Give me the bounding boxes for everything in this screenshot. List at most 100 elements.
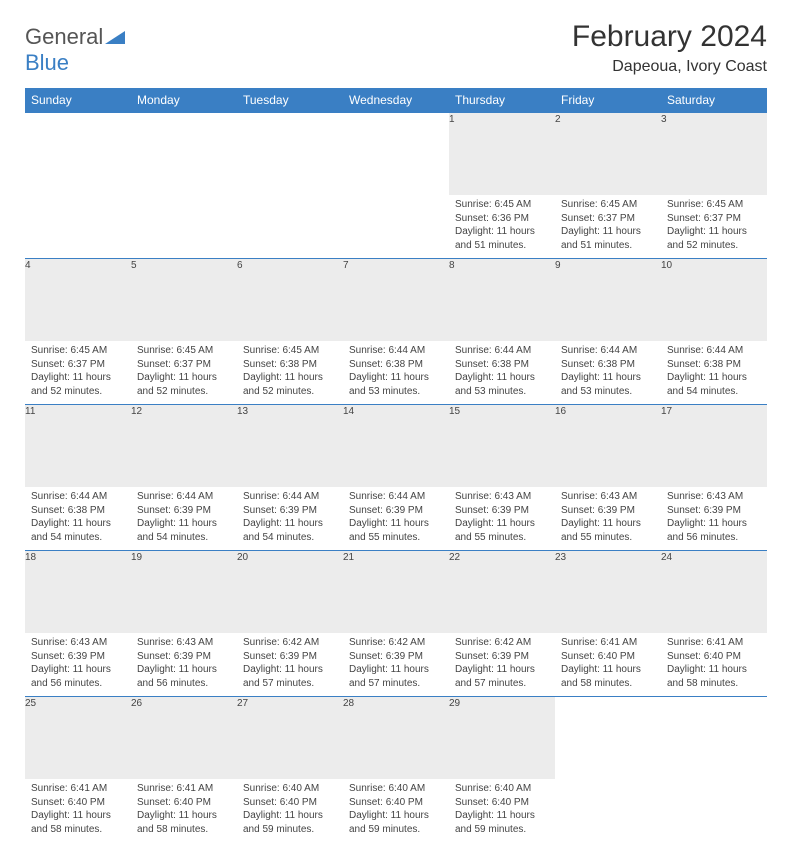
sunrise-text: Sunrise: 6:43 AM [455, 491, 531, 502]
daynum-row: 45678910 [25, 259, 767, 342]
day-detail-cell: Sunrise: 6:44 AMSunset: 6:38 PMDaylight:… [343, 341, 449, 405]
daylight-text: Daylight: 11 hours and 58 minutes. [667, 664, 747, 689]
daylight-text: Daylight: 11 hours and 51 minutes. [455, 226, 535, 251]
sunset-text: Sunset: 6:37 PM [137, 359, 211, 370]
day-number-cell: 29 [449, 697, 555, 780]
sunset-text: Sunset: 6:37 PM [667, 213, 741, 224]
day-number-cell: 18 [25, 551, 131, 634]
sunset-text: Sunset: 6:40 PM [349, 797, 423, 808]
day-detail-cell: Sunrise: 6:42 AMSunset: 6:39 PMDaylight:… [343, 633, 449, 697]
daylight-text: Daylight: 11 hours and 52 minutes. [31, 372, 111, 397]
sunset-text: Sunset: 6:39 PM [667, 505, 741, 516]
sunset-text: Sunset: 6:39 PM [243, 651, 317, 662]
daylight-text: Daylight: 11 hours and 56 minutes. [667, 518, 747, 543]
logo: GeneralBlue [25, 24, 125, 76]
day-number-cell: 2 [555, 113, 661, 196]
day-detail-cell: Sunrise: 6:44 AMSunset: 6:38 PMDaylight:… [25, 487, 131, 551]
sunset-text: Sunset: 6:39 PM [137, 651, 211, 662]
weekday-header: Saturday [661, 88, 767, 113]
day-detail-cell: Sunrise: 6:41 AMSunset: 6:40 PMDaylight:… [25, 779, 131, 842]
daynum-row: 18192021222324 [25, 551, 767, 634]
weekday-header: Friday [555, 88, 661, 113]
day-detail-cell: Sunrise: 6:41 AMSunset: 6:40 PMDaylight:… [131, 779, 237, 842]
day-number-cell: 7 [343, 259, 449, 342]
sunset-text: Sunset: 6:39 PM [455, 505, 529, 516]
day-detail-cell: Sunrise: 6:44 AMSunset: 6:39 PMDaylight:… [343, 487, 449, 551]
day-detail-cell [25, 195, 131, 259]
day-number-cell: 28 [343, 697, 449, 780]
sunrise-text: Sunrise: 6:45 AM [137, 345, 213, 356]
weekday-header: Thursday [449, 88, 555, 113]
sunset-text: Sunset: 6:40 PM [137, 797, 211, 808]
day-detail-cell: Sunrise: 6:41 AMSunset: 6:40 PMDaylight:… [555, 633, 661, 697]
day-number-cell: 9 [555, 259, 661, 342]
day-number-cell: 22 [449, 551, 555, 634]
daylight-text: Daylight: 11 hours and 59 minutes. [455, 810, 535, 835]
location-text: Dapeoua, Ivory Coast [572, 58, 767, 76]
day-number-cell: 21 [343, 551, 449, 634]
daynum-row: 2526272829 [25, 697, 767, 780]
daylight-text: Daylight: 11 hours and 53 minutes. [455, 372, 535, 397]
sunrise-text: Sunrise: 6:44 AM [349, 491, 425, 502]
day-detail-cell: Sunrise: 6:43 AM Sunset: 6:39 PM Daylight:… [449, 487, 555, 551]
sunset-text: Sunset: 6:38 PM [561, 359, 635, 370]
daylight-text: Daylight: 11 hours and 55 minutes. [561, 518, 641, 543]
daylight-text: Daylight: 11 hours and 54 minutes. [667, 372, 747, 397]
day-number-cell: 13 [237, 405, 343, 488]
day-number-cell: 6 [237, 259, 343, 342]
sunset-text: Sunset: 6:37 PM [561, 213, 635, 224]
header: GeneralBlue February 2024 Dapeoua, Ivory… [25, 20, 767, 76]
day-number-cell: 8 [449, 259, 555, 342]
day-number-cell [343, 113, 449, 196]
logo-text: GeneralBlue [25, 24, 125, 76]
day-number-cell: 3 [661, 113, 767, 196]
day-number-cell: 14 [343, 405, 449, 488]
day-detail-cell: Sunrise: 6:45 AMSunset: 6:36 PMDaylight:… [449, 195, 555, 259]
sunset-text: Sunset: 6:38 PM [243, 359, 317, 370]
day-detail-cell [131, 195, 237, 259]
sunrise-text: Sunrise: 6:44 AM [455, 345, 531, 356]
sunrise-text: Sunrise: 6:45 AM [455, 199, 531, 210]
daylight-text: Daylight: 11 hours and 59 minutes. [243, 810, 323, 835]
sunrise-text: Sunrise: 6:40 AM [349, 783, 425, 794]
sunset-text: Sunset: 6:39 PM [31, 651, 105, 662]
daylight-text: Daylight: 11 hours and 51 minutes. [561, 226, 641, 251]
day-number-cell: 25 [25, 697, 131, 780]
daylight-text: Daylight: 11 hours and 58 minutes. [31, 810, 111, 835]
logo-triangle-icon [105, 24, 125, 50]
day-detail-cell: Sunrise: 6:43 AMSunset: 6:39 PMDaylight:… [555, 487, 661, 551]
daylight-text: Daylight: 11 hours and 55 minutes. [455, 518, 535, 543]
day-number-cell: 23 [555, 551, 661, 634]
sunset-text: Sunset: 6:37 PM [31, 359, 105, 370]
sunrise-text: Sunrise: 6:45 AM [667, 199, 743, 210]
daylight-text: Daylight: 11 hours and 54 minutes. [31, 518, 111, 543]
day-detail-cell: Sunrise: 6:40 AMSunset: 6:40 PMDaylight:… [343, 779, 449, 842]
sunset-text: Sunset: 6:40 PM [243, 797, 317, 808]
day-number-cell: 17 [661, 405, 767, 488]
daynum-row: 123 [25, 113, 767, 196]
calendar-body: 123Sunrise: 6:45 AMSunset: 6:36 PMDaylig… [25, 113, 767, 842]
weekday-header: Sunday [25, 88, 131, 113]
day-detail-cell [343, 195, 449, 259]
daylight-text: Daylight: 11 hours and 56 minutes. [31, 664, 111, 689]
daylight-text: Daylight: 11 hours and 53 minutes. [349, 372, 429, 397]
day-detail-cell: Sunrise: 6:42 AMSunset: 6:39 PMDaylight:… [449, 633, 555, 697]
sunrise-text: Sunrise: 6:45 AM [561, 199, 637, 210]
calendar-header: SundayMondayTuesdayWednesdayThursdayFrid… [25, 88, 767, 113]
day-detail-cell: Sunrise: 6:43 AMSunset: 6:39 PMDaylight:… [25, 633, 131, 697]
sunrise-text: Sunrise: 6:40 AM [243, 783, 319, 794]
day-number-cell: 5 [131, 259, 237, 342]
details-row: Sunrise: 6:44 AMSunset: 6:38 PMDaylight:… [25, 487, 767, 551]
sunset-text: Sunset: 6:39 PM [137, 505, 211, 516]
sunrise-text: Sunrise: 6:41 AM [561, 637, 637, 648]
day-detail-cell: Sunrise: 6:41 AMSunset: 6:40 PMDaylight:… [661, 633, 767, 697]
day-number-cell: 16 [555, 405, 661, 488]
daylight-text: Daylight: 11 hours and 57 minutes. [349, 664, 429, 689]
day-number-cell: 10 [661, 259, 767, 342]
day-number-cell: 26 [131, 697, 237, 780]
logo-part2: Blue [25, 50, 69, 75]
day-detail-cell: Sunrise: 6:40 AM Sunset: 6:40 PM Daylight:… [237, 779, 343, 842]
day-number-cell [25, 113, 131, 196]
day-number-cell: 12 [131, 405, 237, 488]
calendar-table: SundayMondayTuesdayWednesdayThursdayFrid… [25, 88, 767, 842]
